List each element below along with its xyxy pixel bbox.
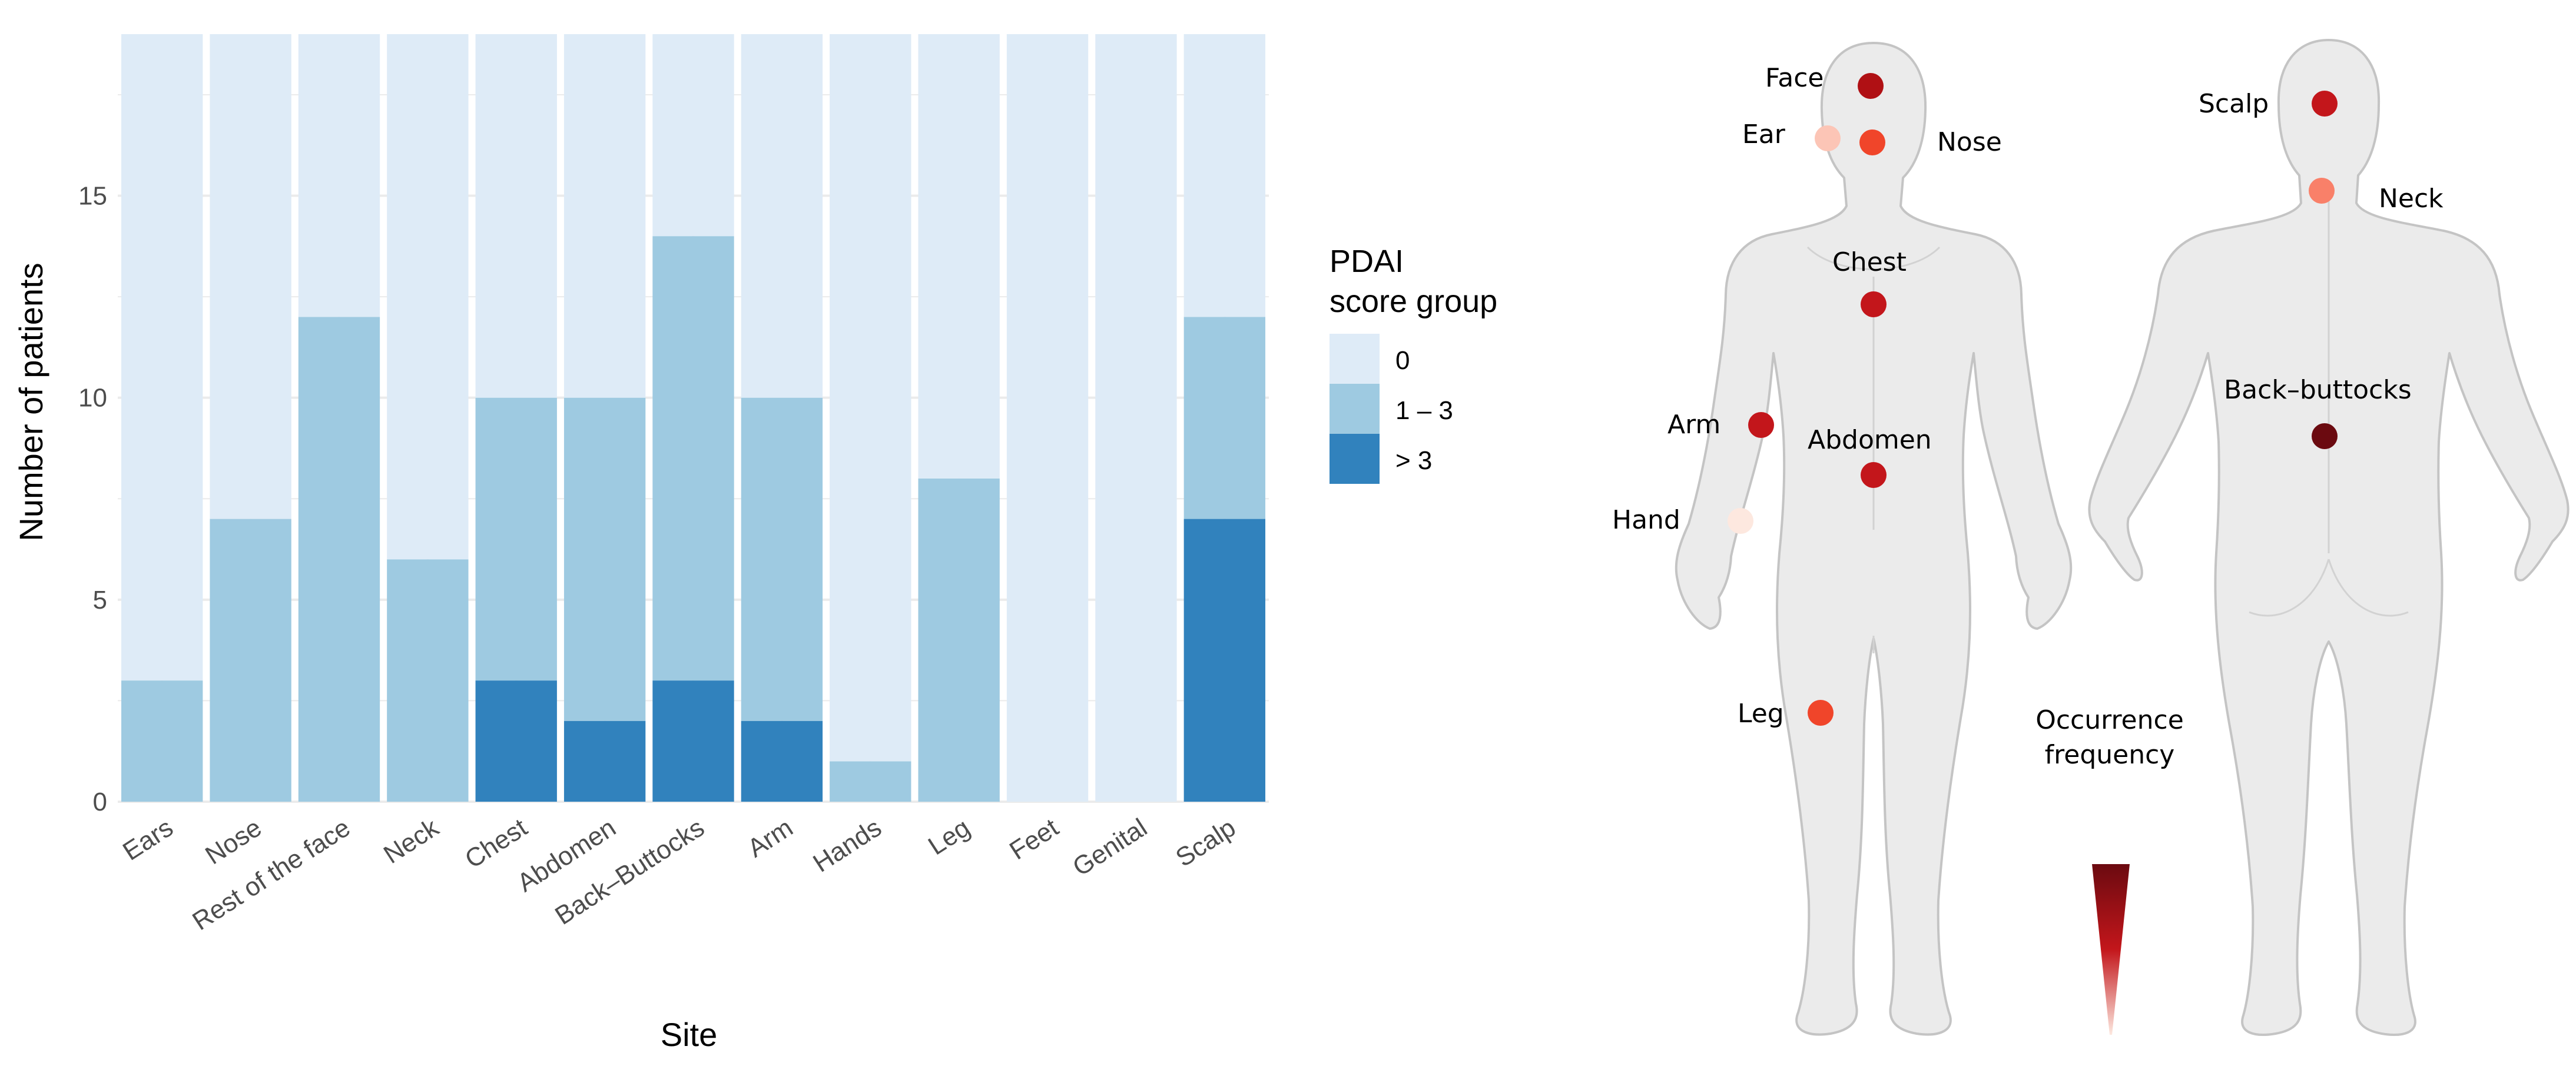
bar-segment-leg-1 [918, 478, 1000, 802]
bar-segment-arm-1 [741, 397, 823, 721]
legend-label-1-3: 1 – 3 [1395, 396, 1453, 425]
marker-leg [1808, 700, 1834, 726]
frequency-legend-line1: Occurrence [2035, 705, 2184, 735]
label-abdomen: Abdomen [1808, 425, 1932, 455]
bar-segment-neck-1 [387, 559, 469, 802]
bar-segment-chest-2 [475, 34, 557, 398]
marker-hand [1728, 508, 1753, 534]
legend-label-gt3: > 3 [1395, 446, 1432, 475]
y-axis-ticks: 0 5 10 15 [78, 182, 107, 816]
back-body-details [2249, 200, 2409, 617]
label-scalp: Scalp [2199, 89, 2269, 119]
marker-abdomen [1861, 462, 1887, 488]
bar-segment-leg-2 [918, 34, 1000, 479]
bar-segment-back-buttocks-1 [652, 236, 734, 681]
bar-segment-ears-2 [121, 34, 203, 681]
bar-segment-ears-1 [121, 680, 203, 802]
bar-segment-scalp-1 [1183, 317, 1265, 519]
bar-segment-abdomen-0 [563, 720, 646, 802]
label-ear: Ear [1742, 119, 1786, 150]
chart-bars [121, 34, 1265, 802]
bar-segment-rest-of-the-face-2 [298, 34, 380, 317]
bar-segment-arm-0 [741, 720, 823, 802]
bar-segment-chest-0 [475, 680, 557, 802]
marker-neck [2309, 178, 2335, 204]
marker-ear [1815, 125, 1841, 151]
marker-back-buttocks [2312, 423, 2338, 449]
marker-nose [1859, 129, 1885, 155]
x-axis-title: Site [661, 1016, 718, 1053]
legend-key-1-3 [1330, 384, 1380, 434]
label-chest: Chest [1832, 247, 1907, 277]
bar-segment-scalp-2 [1183, 34, 1265, 317]
legend-title-line1: PDAI [1330, 244, 1404, 279]
bar-segment-nose-2 [210, 34, 291, 519]
label-hand: Hand [1612, 505, 1680, 535]
y-tick-label: 10 [78, 384, 107, 413]
legend-title-line2: score group [1330, 284, 1497, 319]
y-axis-title: Number of patients [12, 263, 49, 541]
marker-face [1858, 73, 1884, 99]
front-body-silhouette [1675, 42, 2073, 1036]
front-labels: Face Ear Nose Chest Arm Abdomen Hand Leg [1612, 63, 2002, 729]
label-arm: Arm [1667, 410, 1720, 440]
bar-segment-chest-1 [475, 397, 557, 681]
front-markers [1728, 73, 1887, 726]
frequency-gradient-wedge [2092, 864, 2130, 1035]
bar-segment-back-buttocks-2 [652, 34, 734, 237]
label-neck: Neck [2379, 184, 2444, 214]
chart-legend: PDAI score group 0 1 – 3 > 3 [1330, 244, 1497, 484]
legend-key-gt3 [1330, 434, 1380, 484]
bar-segment-scalp-0 [1183, 519, 1265, 802]
label-face: Face [1765, 63, 1824, 93]
y-tick-label: 5 [93, 586, 107, 615]
back-labels: Scalp Neck Back–buttocks [2199, 89, 2444, 405]
bar-segment-genital-2 [1095, 34, 1177, 802]
bar-segment-back-buttocks-0 [652, 680, 734, 802]
marker-arm [1748, 412, 1774, 438]
bar-segment-hands-2 [830, 34, 911, 762]
legend-key-0 [1330, 334, 1380, 384]
back-markers [2309, 91, 2338, 449]
frequency-legend-line2: frequency [2045, 740, 2175, 770]
bar-segment-feet-2 [1006, 34, 1089, 802]
marker-scalp [2312, 91, 2338, 117]
y-tick-label: 15 [78, 182, 107, 211]
bar-segment-abdomen-1 [563, 397, 646, 721]
bar-segment-neck-2 [387, 34, 469, 560]
bar-segment-rest-of-the-face-1 [298, 317, 380, 802]
label-nose: Nose [1937, 127, 2002, 157]
bar-segment-hands-1 [830, 761, 911, 802]
y-tick-label: 0 [93, 788, 107, 816]
legend-label-0: 0 [1395, 346, 1410, 375]
bar-segment-arm-2 [741, 34, 823, 398]
bar-segment-abdomen-2 [563, 34, 646, 398]
label-leg: Leg [1738, 699, 1784, 729]
bar-segment-nose-1 [210, 519, 291, 802]
marker-chest [1861, 291, 1887, 317]
frequency-legend: Occurrence frequency [2035, 705, 2184, 1035]
label-back-buttocks: Back–buttocks [2224, 375, 2412, 405]
